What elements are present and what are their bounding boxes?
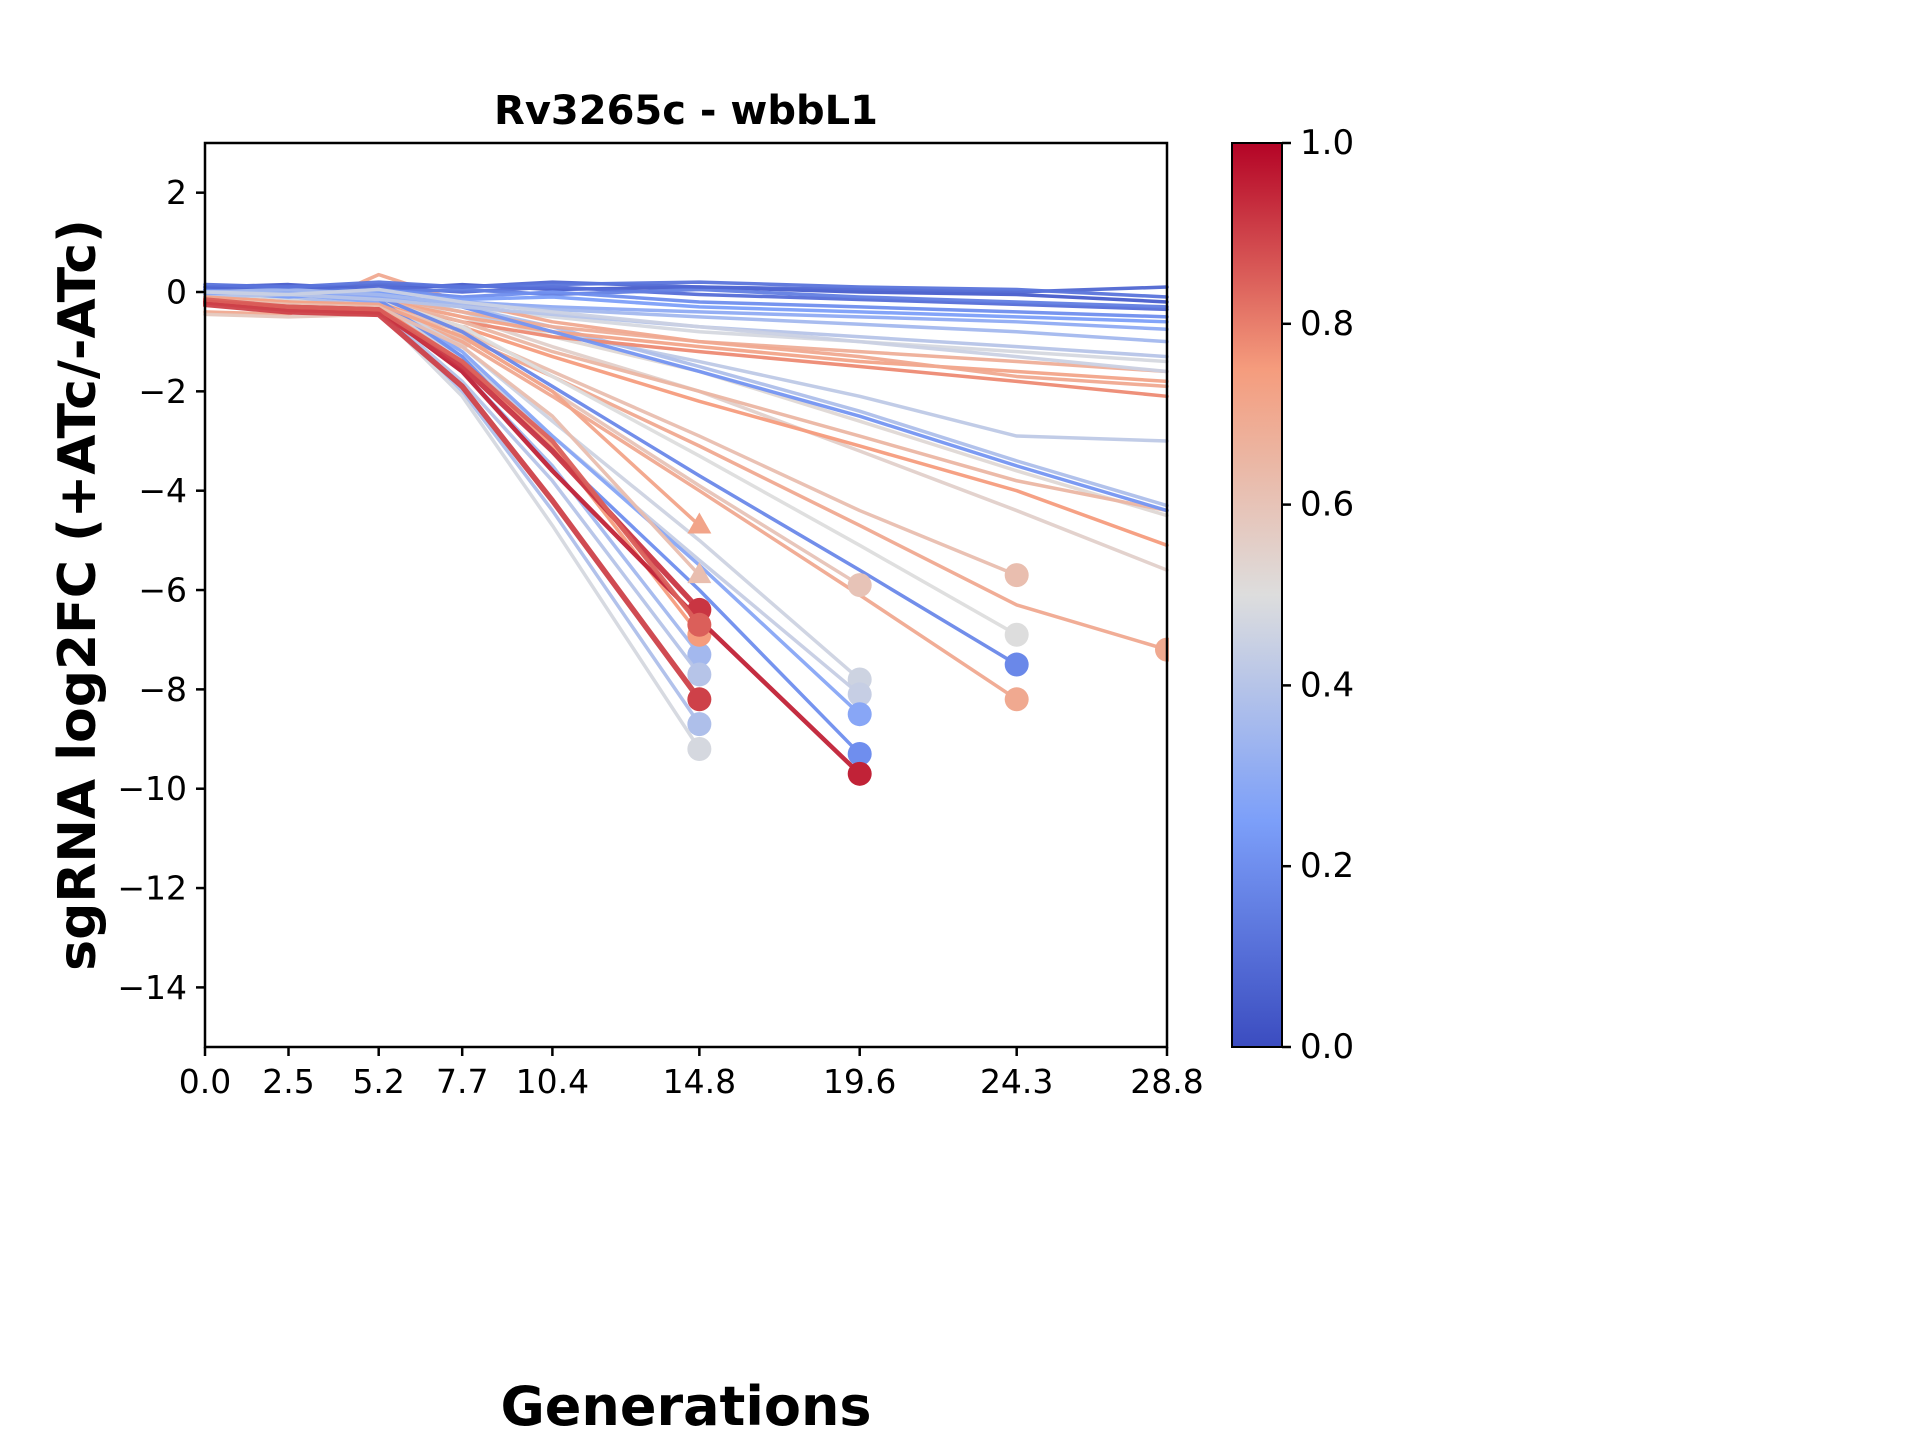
y-tick-label: 2	[166, 173, 187, 212]
y-tick-label: −10	[117, 769, 187, 808]
series-line	[203, 290, 862, 716]
colorbar-tick-label: 0.8	[1300, 304, 1354, 344]
series-end-circle-marker	[847, 761, 872, 786]
series-end-circle-marker	[687, 642, 712, 667]
y-tick-label: −2	[138, 372, 187, 411]
y-tick-label: −8	[138, 670, 187, 709]
series-end-circle-marker	[687, 736, 712, 761]
x-tick-label: 5.2	[352, 1062, 404, 1101]
x-tick-label: 7.7	[436, 1062, 488, 1101]
y-tick-label: −4	[138, 471, 187, 510]
series-end-circle-marker	[847, 702, 872, 727]
series-line	[203, 280, 1169, 294]
x-axis-label: Generations	[500, 1375, 872, 1438]
series-end-circle-marker	[687, 687, 712, 712]
series-end-circle-marker	[1004, 622, 1029, 647]
series-end-circle-marker	[847, 741, 872, 766]
series-end-triangle-marker	[687, 512, 712, 534]
colorbar-tick-label: 0.0	[1300, 1027, 1354, 1067]
x-tick-label: 2.5	[262, 1062, 314, 1101]
colorbar-tick-label: 0.6	[1300, 485, 1354, 525]
series-end-circle-marker	[847, 573, 872, 598]
series-line	[203, 287, 1169, 374]
plot-border	[203, 141, 1169, 1049]
series-group	[203, 272, 1169, 786]
series-end-circle-marker	[687, 712, 712, 737]
colorbar-tick-label: 1.0	[1300, 123, 1354, 163]
series-line	[203, 297, 702, 628]
y-tick-label: −6	[138, 571, 187, 610]
series-end-circle-marker	[847, 682, 872, 707]
series-line	[203, 292, 702, 751]
chart-title: Rv3265c - wbbL1	[494, 88, 878, 134]
x-tick-label: 14.8	[663, 1062, 736, 1101]
y-tick-label: −12	[117, 869, 187, 908]
series-end-circle-marker	[1004, 563, 1029, 588]
series-line	[203, 292, 1169, 359]
series-end-circle-marker	[1004, 687, 1029, 712]
x-tick-label: 10.4	[516, 1062, 589, 1101]
series-end-circle-marker	[687, 662, 712, 687]
series-end-circle-marker	[1155, 637, 1169, 662]
series-line	[203, 295, 702, 528]
series-end-circle-marker	[687, 612, 712, 637]
series-line	[203, 287, 862, 756]
series-end-circle-marker	[1004, 652, 1029, 677]
series-line	[203, 280, 1169, 299]
y-tick-label: 0	[166, 273, 187, 312]
series-end-triangle-marker	[687, 562, 712, 584]
colorbar-tick-label: 0.2	[1300, 846, 1354, 886]
x-tick-label: 24.3	[980, 1062, 1053, 1101]
x-tick-label: 0.0	[179, 1062, 231, 1101]
series-line	[203, 301, 703, 703]
colorbar-tick-label: 0.4	[1300, 665, 1354, 705]
x-tick-label: 28.8	[1130, 1062, 1203, 1101]
y-tick-label: −14	[117, 968, 187, 1007]
x-tick-label: 19.6	[823, 1062, 896, 1101]
colorbar	[1231, 142, 1283, 1048]
